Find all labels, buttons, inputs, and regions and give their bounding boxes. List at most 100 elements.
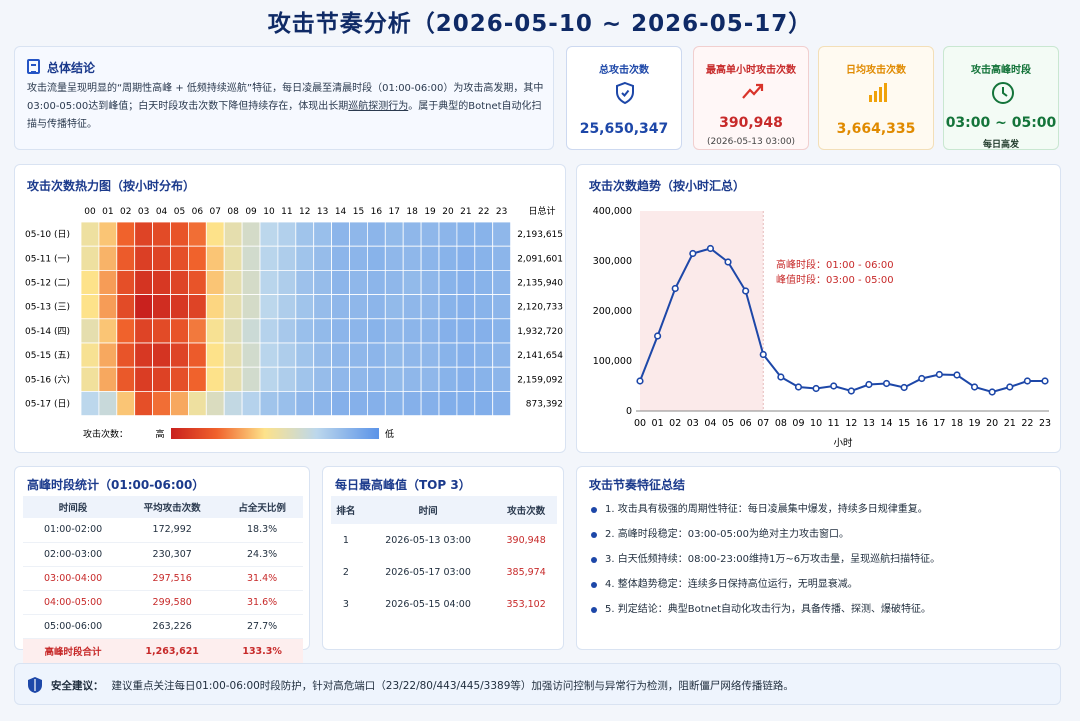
heat-cell xyxy=(349,245,368,271)
heat-cell xyxy=(474,366,494,392)
heat-cell xyxy=(277,390,297,416)
heat-cell xyxy=(187,390,207,416)
heat-cell xyxy=(152,294,171,320)
heat-cell xyxy=(259,390,279,416)
heat-cell xyxy=(241,366,261,392)
heat-cell xyxy=(277,221,297,247)
row-label: 05-12 (二) xyxy=(25,279,70,289)
row-total: 2,091,601 xyxy=(517,254,563,264)
data-point xyxy=(671,284,679,293)
heat-cell xyxy=(134,245,153,271)
hour-label: 23 xyxy=(496,207,507,217)
heat-cell xyxy=(223,221,243,247)
x-tick-label: 05 xyxy=(722,418,734,429)
data-point xyxy=(689,249,697,258)
heat-cell xyxy=(438,294,458,320)
col-header: 攻击次数 xyxy=(495,496,557,524)
heat-cell xyxy=(170,390,189,416)
hour-label: 00 xyxy=(84,207,96,217)
kpi-peak-period: 攻击高峰时段 03:00 ~ 05:00 每日高发 xyxy=(943,46,1059,150)
cell: 2026-05-15 04:00 xyxy=(385,598,471,610)
heatmap-card: 攻击次数热力图（按小时分布） 00 01 02 03 04 05 06 07 08 09 10 11 1… xyxy=(14,164,566,453)
heat-cell xyxy=(259,318,279,344)
hour-label: 11 xyxy=(281,207,292,217)
heat-cell xyxy=(98,342,118,368)
cell: 299,580 xyxy=(123,590,222,615)
heat-cell xyxy=(366,342,386,368)
row-label: 05-10 (日) xyxy=(25,229,70,240)
heat-cell xyxy=(116,294,136,320)
legend-low: 低 xyxy=(385,428,394,440)
heat-cell xyxy=(223,390,243,416)
cell: 385,974 xyxy=(506,566,546,578)
heat-cell xyxy=(420,270,440,296)
heat-cell xyxy=(313,221,333,247)
kpi-value: 03:00 ~ 05:00 xyxy=(945,115,1057,131)
features-title: 攻击节奏特征总结 xyxy=(589,478,686,492)
legend-gradient xyxy=(171,428,379,439)
x-tick-label: 01 xyxy=(652,418,664,429)
heat-cell xyxy=(366,390,386,416)
x-tick-label: 09 xyxy=(792,418,804,429)
cell: 353,102 xyxy=(506,598,546,610)
heat-cell xyxy=(80,366,100,392)
features-card: 攻击节奏特征总结 1. 攻击具有极强的周期性特征：每日凌晨集中爆发，持续多日规律… xyxy=(576,466,1061,650)
hour-label: 20 xyxy=(442,207,454,217)
heat-cell xyxy=(456,294,476,320)
heat-cell xyxy=(420,245,440,271)
cell: 04:00-05:00 xyxy=(23,590,124,615)
table-row: 04:00-05:00 299,580 31.6% xyxy=(23,590,303,615)
heat-cell xyxy=(366,221,386,247)
heat-cell xyxy=(80,270,100,296)
summary-card: 总体结论 攻击流量呈现明显的“周期性高峰 + 低频持续巡航”特征，每日凌晨至清晨… xyxy=(14,46,554,150)
heat-cell xyxy=(295,366,315,392)
col-header: 时间段 xyxy=(23,496,124,518)
summary-heading: 总体结论 xyxy=(47,61,96,75)
heat-cell xyxy=(492,245,512,271)
row-total: 2,159,092 xyxy=(517,375,563,385)
heat-cell xyxy=(384,390,404,416)
data-point xyxy=(953,371,961,379)
heat-cell xyxy=(295,318,315,344)
kpi-label: 攻击高峰时段 xyxy=(971,65,1031,76)
heat-cell xyxy=(492,342,512,368)
heat-cell xyxy=(295,221,315,247)
hour-label: 15 xyxy=(353,207,364,217)
heat-cell xyxy=(295,270,315,296)
heat-cell xyxy=(384,270,404,296)
annotation-peak-period: 高峰时段：01:00 - 06:00 xyxy=(776,258,894,271)
heat-cell xyxy=(187,342,207,368)
x-tick-label: 22 xyxy=(1021,418,1033,429)
shield-icon xyxy=(28,677,42,693)
hour-label: 02 xyxy=(120,207,131,217)
heat-cell xyxy=(205,270,225,296)
heat-cell xyxy=(456,342,476,368)
heat-cell xyxy=(116,270,136,296)
heat-cell xyxy=(456,270,476,296)
col-header: 排名 xyxy=(331,496,361,524)
top3-title: 每日最高峰值（TOP 3） xyxy=(335,478,471,492)
heat-cell xyxy=(223,342,243,368)
trend-chart: 0 100,000 200,000 300,000 400,000 00 01 02 03 04 0… xyxy=(593,206,1051,449)
heat-cell xyxy=(223,245,243,271)
heat-cell xyxy=(134,390,153,416)
heat-cell xyxy=(116,366,136,392)
hour-label: 01 xyxy=(102,207,113,217)
x-tick-label: 19 xyxy=(969,418,981,429)
total-header: 日总计 xyxy=(528,205,555,217)
x-tick-label: 23 xyxy=(1039,418,1051,429)
heat-cell xyxy=(277,342,297,368)
heat-cell xyxy=(331,270,350,296)
heat-cell xyxy=(170,221,189,247)
heat-cell xyxy=(152,270,171,296)
row-total: 2,193,615 xyxy=(517,230,563,240)
heat-cell xyxy=(313,294,333,320)
heat-cell xyxy=(349,318,368,344)
summary-text-part1: 攻击流量呈现明显的“周期性高峰 + 低频持续巡航”特征，每日凌晨至清晨时段（01… xyxy=(27,83,544,112)
table-row: 02:00-03:00 230,307 24.3% xyxy=(23,542,303,567)
x-tick-label: 11 xyxy=(828,418,840,429)
heat-cell xyxy=(438,366,458,392)
heat-cell xyxy=(98,318,118,344)
heat-cell xyxy=(384,245,404,271)
summary-text: 攻击流量呈现明显的“周期性高峰 + 低频持续巡航”特征，每日凌晨至清晨时段（01… xyxy=(27,80,547,134)
